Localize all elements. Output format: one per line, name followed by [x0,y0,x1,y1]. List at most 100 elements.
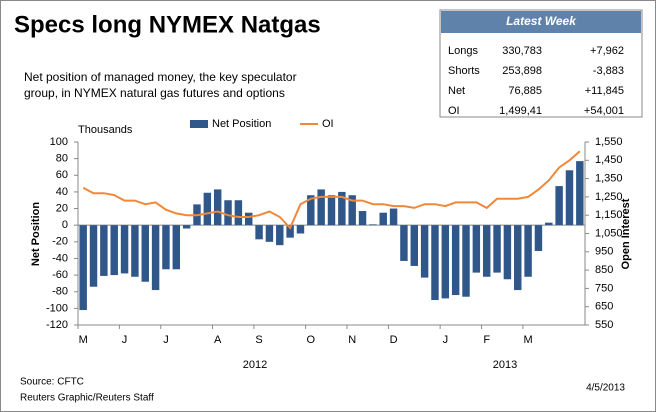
y-tick-label: -40 [52,252,68,264]
y-tick-label: 100 [50,136,68,148]
legend-swatch [190,120,208,128]
subtitle: group, in NYMEX natural gas futures and … [24,86,285,100]
bar [369,224,377,226]
bar [348,195,356,226]
bar [172,225,181,270]
bar [441,225,450,299]
y2-axis-label: Open Interest [620,198,632,269]
year-label: 2013 [493,359,517,371]
bar [514,225,522,291]
bar [389,208,398,226]
x-tick-label: F [483,334,490,346]
bar [286,225,294,238]
x-tick-label: S [255,334,262,346]
table-header [441,11,641,33]
bar [400,225,408,261]
bar [576,161,584,226]
bar [420,225,429,278]
bar [120,225,129,274]
bar [224,200,232,226]
bar [265,225,274,242]
bar [276,225,284,246]
bar [100,225,108,276]
credit: Reuters Graphic/Reuters Staff [20,393,154,404]
bar [317,189,325,226]
bar [151,225,160,291]
table-cell: +7,962 [590,45,624,57]
table-cell: +54,001 [584,105,624,117]
bar [234,200,243,226]
y-tick-label: -100 [46,302,68,314]
bar [565,170,574,226]
bar [79,225,87,311]
bar [141,225,149,282]
y-tick-label: -120 [46,319,68,331]
bar [203,192,212,226]
bar [410,225,419,266]
x-tick-label: J [122,334,128,346]
bar [534,225,543,251]
bar [244,212,253,226]
legend-label: Net Position [212,118,271,130]
x-tick-label: D [390,334,398,346]
y2-tick-label: 750 [595,282,613,294]
date: 4/5/2013 [586,383,625,394]
unit-label: Thousands [78,124,133,136]
bar [555,186,563,226]
x-tick-label: O [307,334,316,346]
y-tick-label: -20 [52,236,68,248]
y-tick-label: -80 [52,286,68,298]
y2-tick-label: 1,250 [595,191,623,203]
bar [182,225,191,229]
table-cell: Longs [448,45,478,57]
bar [307,195,315,226]
latest-week-table: Latest Week [439,9,643,118]
bar [431,225,439,301]
legend-label: OI [322,118,334,130]
bar [255,225,263,240]
x-tick-label: J [163,334,169,346]
y2-tick-label: 550 [595,319,613,331]
x-tick-label: M [79,334,88,346]
bar [131,225,139,277]
y-tick-label: 40 [56,186,68,198]
y2-tick-label: 950 [595,246,613,258]
table-cell: OI [448,105,460,117]
bar [503,225,512,280]
y2-tick-label: 1,350 [595,173,623,185]
table-cell: +11,845 [585,85,624,97]
bar [493,225,501,273]
bar [213,189,222,226]
x-tick-label: N [348,334,356,346]
table-cell: 253,898 [502,65,542,77]
x-tick-label: M [524,334,533,346]
table-cell: 330,783 [502,45,542,57]
y-tick-label: 20 [56,202,68,214]
y2-tick-label: 1,450 [595,154,623,166]
bar [296,225,305,234]
y-tick-label: 60 [56,169,68,181]
y2-tick-label: 1,550 [595,136,623,148]
year-label: 2012 [243,359,267,371]
bar [327,195,336,226]
bar [89,225,98,287]
bar [462,225,470,297]
subtitle: Net position of managed money, the key s… [24,70,297,84]
table-cell: 76,885 [508,85,542,97]
y-tick-label: 0 [62,219,68,231]
line [82,150,581,230]
bar [110,225,118,276]
y2-tick-label: 1,150 [595,209,623,221]
y-tick-label: -60 [52,269,68,281]
x-tick-label: J [443,334,449,346]
bar [545,222,553,226]
bar [162,225,170,270]
y2-tick-label: 1,050 [595,227,623,239]
chart-title: Specs long NYMEX Natgas [14,11,321,38]
table-cell: Shorts [448,65,480,77]
bar [338,191,346,226]
table-title: Latest Week [506,14,577,28]
bar [482,225,491,277]
bar [358,211,367,226]
table-cell: Net [448,85,465,97]
